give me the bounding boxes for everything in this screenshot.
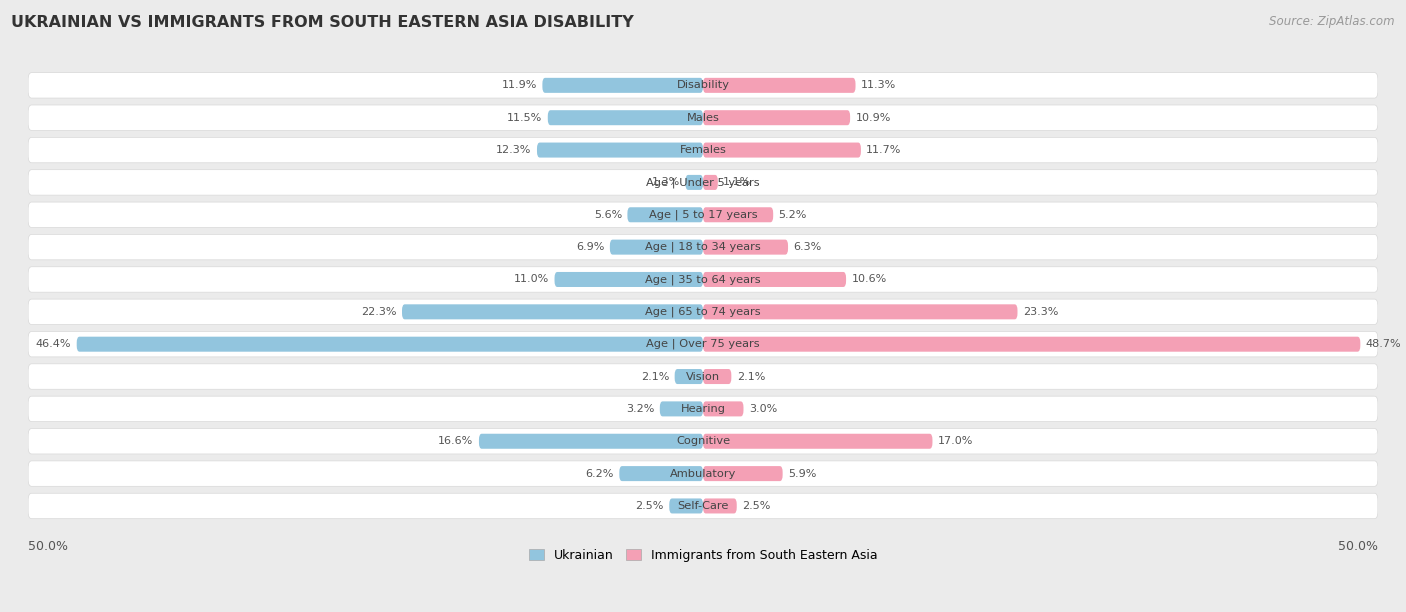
Text: 1.3%: 1.3% [652,177,681,187]
Text: 6.9%: 6.9% [576,242,605,252]
Text: Age | Under 5 years: Age | Under 5 years [647,177,759,188]
FancyBboxPatch shape [610,240,703,255]
FancyBboxPatch shape [537,143,703,157]
Text: 11.0%: 11.0% [513,274,550,285]
FancyBboxPatch shape [402,304,703,319]
FancyBboxPatch shape [28,299,1378,324]
FancyBboxPatch shape [703,304,1018,319]
FancyBboxPatch shape [28,202,1378,228]
Text: 3.2%: 3.2% [626,404,654,414]
FancyBboxPatch shape [543,78,703,93]
FancyBboxPatch shape [28,105,1378,130]
Text: 22.3%: 22.3% [361,307,396,317]
FancyBboxPatch shape [554,272,703,287]
FancyBboxPatch shape [703,466,783,481]
Text: 46.4%: 46.4% [35,339,72,349]
Text: 16.6%: 16.6% [439,436,474,446]
Text: Age | Over 75 years: Age | Over 75 years [647,339,759,349]
Text: 23.3%: 23.3% [1024,307,1059,317]
Legend: Ukrainian, Immigrants from South Eastern Asia: Ukrainian, Immigrants from South Eastern… [529,549,877,562]
Text: 50.0%: 50.0% [1339,540,1378,553]
FancyBboxPatch shape [703,78,855,93]
Text: 2.1%: 2.1% [641,371,669,381]
Text: Females: Females [679,145,727,155]
Text: 5.6%: 5.6% [593,210,621,220]
FancyBboxPatch shape [675,369,703,384]
Text: 3.0%: 3.0% [749,404,778,414]
Text: Age | 18 to 34 years: Age | 18 to 34 years [645,242,761,252]
Text: 10.6%: 10.6% [852,274,887,285]
FancyBboxPatch shape [77,337,703,352]
FancyBboxPatch shape [703,272,846,287]
FancyBboxPatch shape [28,364,1378,389]
FancyBboxPatch shape [659,401,703,416]
FancyBboxPatch shape [28,73,1378,98]
Text: 2.1%: 2.1% [737,371,765,381]
Text: 5.2%: 5.2% [779,210,807,220]
Text: 11.7%: 11.7% [866,145,901,155]
Text: UKRAINIAN VS IMMIGRANTS FROM SOUTH EASTERN ASIA DISABILITY: UKRAINIAN VS IMMIGRANTS FROM SOUTH EASTE… [11,15,634,31]
Text: 2.5%: 2.5% [636,501,664,511]
FancyBboxPatch shape [703,110,851,125]
FancyBboxPatch shape [627,207,703,222]
FancyBboxPatch shape [28,396,1378,422]
FancyBboxPatch shape [619,466,703,481]
Text: 1.1%: 1.1% [723,177,751,187]
FancyBboxPatch shape [703,143,860,157]
FancyBboxPatch shape [703,434,932,449]
FancyBboxPatch shape [703,369,731,384]
FancyBboxPatch shape [28,137,1378,163]
Text: Age | 65 to 74 years: Age | 65 to 74 years [645,307,761,317]
FancyBboxPatch shape [28,234,1378,260]
FancyBboxPatch shape [28,461,1378,487]
FancyBboxPatch shape [703,401,744,416]
FancyBboxPatch shape [686,175,703,190]
Text: 2.5%: 2.5% [742,501,770,511]
Text: Age | 5 to 17 years: Age | 5 to 17 years [648,209,758,220]
Text: Ambulatory: Ambulatory [669,469,737,479]
FancyBboxPatch shape [703,498,737,513]
Text: Vision: Vision [686,371,720,381]
FancyBboxPatch shape [548,110,703,125]
Text: Males: Males [686,113,720,122]
Text: Age | 35 to 64 years: Age | 35 to 64 years [645,274,761,285]
FancyBboxPatch shape [703,337,1361,352]
Text: Source: ZipAtlas.com: Source: ZipAtlas.com [1270,15,1395,28]
Text: 10.9%: 10.9% [855,113,891,122]
FancyBboxPatch shape [703,175,718,190]
Text: Self-Care: Self-Care [678,501,728,511]
FancyBboxPatch shape [28,267,1378,292]
Text: 11.9%: 11.9% [502,80,537,91]
Text: 11.5%: 11.5% [508,113,543,122]
FancyBboxPatch shape [28,170,1378,195]
Text: 48.7%: 48.7% [1365,339,1402,349]
FancyBboxPatch shape [479,434,703,449]
Text: Cognitive: Cognitive [676,436,730,446]
Text: 6.3%: 6.3% [793,242,821,252]
FancyBboxPatch shape [703,207,773,222]
Text: Disability: Disability [676,80,730,91]
FancyBboxPatch shape [703,240,787,255]
Text: 5.9%: 5.9% [787,469,817,479]
FancyBboxPatch shape [669,498,703,513]
FancyBboxPatch shape [28,493,1378,518]
Text: 50.0%: 50.0% [28,540,67,553]
FancyBboxPatch shape [28,428,1378,454]
Text: Hearing: Hearing [681,404,725,414]
Text: 11.3%: 11.3% [860,80,896,91]
Text: 6.2%: 6.2% [585,469,614,479]
Text: 17.0%: 17.0% [938,436,973,446]
Text: 12.3%: 12.3% [496,145,531,155]
FancyBboxPatch shape [28,332,1378,357]
